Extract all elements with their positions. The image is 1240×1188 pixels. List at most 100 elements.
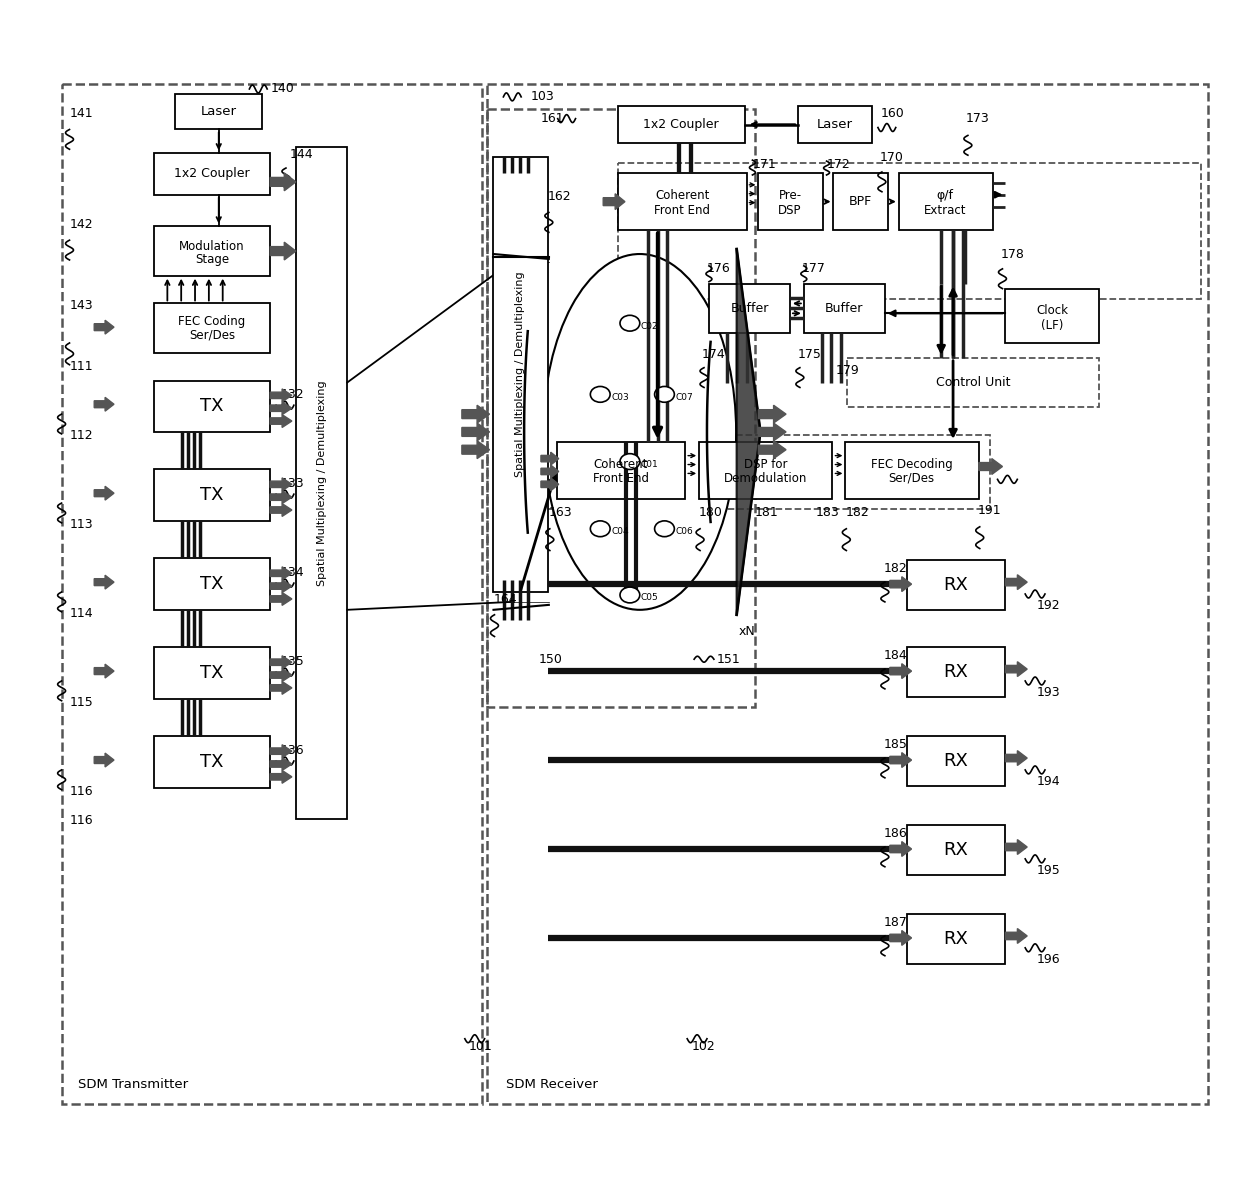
Polygon shape: [890, 930, 911, 946]
Polygon shape: [270, 242, 296, 260]
Bar: [154, 153, 270, 195]
Polygon shape: [1006, 751, 1027, 765]
Text: 1x2 Coupler: 1x2 Coupler: [644, 118, 719, 131]
Bar: [1006, 289, 1100, 343]
Text: 103: 103: [531, 90, 554, 103]
Bar: [797, 106, 872, 144]
Bar: [709, 284, 790, 333]
Text: 174: 174: [702, 348, 725, 361]
Polygon shape: [1006, 662, 1027, 676]
Polygon shape: [94, 397, 114, 411]
Text: 141: 141: [69, 107, 93, 120]
Text: RX: RX: [944, 576, 968, 594]
Text: 112: 112: [69, 429, 93, 442]
Ellipse shape: [620, 454, 640, 469]
Text: C05: C05: [641, 594, 658, 602]
Text: 162: 162: [548, 190, 572, 203]
Polygon shape: [94, 664, 114, 678]
Text: 176: 176: [707, 263, 730, 276]
Text: (LF): (LF): [1040, 318, 1063, 331]
Bar: [618, 173, 746, 230]
Text: RX: RX: [944, 663, 968, 681]
Text: FEC Decoding: FEC Decoding: [870, 459, 952, 470]
Text: BPF: BPF: [849, 195, 872, 208]
Bar: [618, 163, 1202, 299]
Text: C03: C03: [611, 393, 629, 402]
Polygon shape: [737, 249, 760, 614]
Text: Front End: Front End: [655, 204, 711, 217]
Text: 163: 163: [549, 506, 573, 519]
Text: 184: 184: [884, 649, 908, 662]
Text: 150: 150: [539, 652, 563, 665]
Bar: [154, 737, 270, 788]
Text: DSP for: DSP for: [744, 459, 787, 470]
Text: C02: C02: [641, 322, 658, 330]
Bar: [833, 173, 888, 230]
Bar: [154, 558, 270, 609]
Bar: [699, 442, 832, 499]
Text: SDM Receiver: SDM Receiver: [506, 1078, 598, 1091]
Text: 192: 192: [1037, 600, 1060, 612]
Polygon shape: [270, 478, 291, 491]
Text: 101: 101: [469, 1041, 492, 1053]
Text: TX: TX: [200, 486, 223, 504]
Text: 115: 115: [69, 696, 93, 709]
Text: Spatial Multiplexing / Demultiplexing: Spatial Multiplexing / Demultiplexing: [515, 272, 526, 478]
Text: RX: RX: [944, 930, 968, 948]
Text: C06: C06: [676, 527, 693, 536]
Text: 196: 196: [1037, 953, 1060, 966]
Polygon shape: [541, 453, 559, 465]
Bar: [906, 915, 1006, 963]
Text: 178: 178: [1001, 247, 1024, 260]
Text: 186: 186: [884, 827, 908, 840]
Text: Laser: Laser: [817, 118, 853, 131]
Text: Pre-: Pre-: [779, 189, 801, 202]
Text: 173: 173: [966, 112, 990, 125]
Polygon shape: [759, 405, 786, 423]
Bar: [296, 147, 347, 820]
Polygon shape: [270, 491, 291, 504]
Text: 116: 116: [69, 785, 93, 798]
Text: FEC Coding: FEC Coding: [179, 315, 246, 328]
Text: 172: 172: [827, 158, 851, 171]
Polygon shape: [541, 478, 559, 491]
Text: 193: 193: [1037, 687, 1060, 700]
Bar: [847, 358, 1100, 407]
Text: Buffer: Buffer: [730, 302, 769, 315]
Text: Stage: Stage: [195, 253, 229, 266]
Polygon shape: [603, 194, 625, 209]
Text: Spatial Multiplexing / Demultiplexing: Spatial Multiplexing / Demultiplexing: [316, 380, 326, 586]
Text: 113: 113: [69, 518, 93, 531]
Text: 140: 140: [272, 82, 295, 95]
Polygon shape: [270, 593, 291, 606]
Polygon shape: [890, 576, 911, 592]
Text: Laser: Laser: [201, 106, 237, 118]
Polygon shape: [270, 388, 291, 402]
Text: 181: 181: [754, 506, 779, 519]
Bar: [846, 442, 978, 499]
Text: 195: 195: [1037, 864, 1060, 877]
Polygon shape: [270, 669, 291, 682]
Bar: [62, 84, 481, 1104]
Polygon shape: [890, 664, 911, 678]
Polygon shape: [270, 402, 291, 415]
Text: 133: 133: [281, 476, 305, 489]
Polygon shape: [1006, 575, 1027, 589]
Polygon shape: [759, 423, 786, 441]
Text: 177: 177: [802, 263, 826, 276]
Text: RX: RX: [944, 841, 968, 859]
Polygon shape: [270, 758, 291, 770]
Text: 135: 135: [281, 655, 305, 668]
Bar: [759, 173, 822, 230]
Text: TX: TX: [200, 753, 223, 771]
Text: Coherent: Coherent: [655, 189, 709, 202]
Polygon shape: [270, 415, 291, 428]
Bar: [906, 561, 1006, 609]
Text: 132: 132: [281, 387, 305, 400]
Bar: [154, 647, 270, 699]
Text: TX: TX: [200, 575, 223, 593]
Text: TX: TX: [200, 664, 223, 682]
Polygon shape: [270, 745, 291, 758]
Bar: [847, 358, 1100, 407]
Polygon shape: [1006, 840, 1027, 854]
